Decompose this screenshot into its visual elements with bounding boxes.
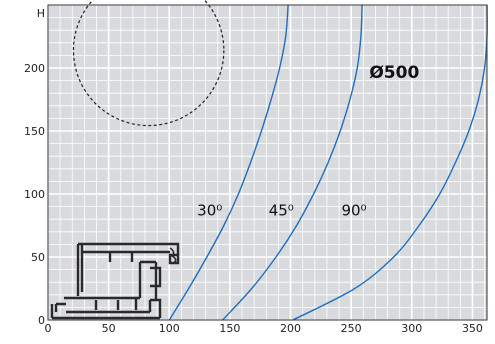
series-label-0: 30⁰ xyxy=(197,201,222,219)
x-tick-label: 350 xyxy=(462,322,483,335)
plot-area xyxy=(48,5,487,320)
x-tick-label: 150 xyxy=(219,322,240,335)
profile-lower-body xyxy=(50,296,162,320)
series-label-2: 90⁰ xyxy=(341,201,366,219)
grid-minor xyxy=(48,5,487,320)
profile-seal xyxy=(169,247,177,264)
y-tick-label: 100 xyxy=(24,188,45,201)
y-axis-label: H xyxy=(37,7,45,20)
series-label-1: 45⁰ xyxy=(269,201,294,219)
series-line-1 xyxy=(222,4,363,321)
x-tick-label: 100 xyxy=(159,322,180,335)
profile-drawing xyxy=(50,242,180,320)
x-tick-label: 200 xyxy=(280,322,301,335)
y-tick-label: 50 xyxy=(31,251,45,264)
series-line-2 xyxy=(292,4,488,321)
x-tick-label: 300 xyxy=(401,322,422,335)
y-tick-labels: 0 50 100 150 200 xyxy=(24,62,45,327)
reference-circle xyxy=(72,0,225,127)
y-tick-label: 150 xyxy=(24,125,45,138)
diameter-annotation: Ø500 xyxy=(369,63,419,83)
curves xyxy=(168,4,488,321)
series-line-0 xyxy=(168,4,289,321)
y-tick-label: 0 xyxy=(38,314,45,327)
x-tick-labels: 0 50 100 150 200 250 300 350 xyxy=(45,322,483,335)
plot-frame xyxy=(47,4,488,321)
x-tick-label: 250 xyxy=(341,322,362,335)
x-tick-label: 0 xyxy=(45,322,52,335)
curve-labels: 30⁰ 45⁰ 90⁰ xyxy=(197,201,366,219)
x-tick-label: 50 xyxy=(102,322,116,335)
y-tick-label: 200 xyxy=(24,62,45,75)
profile-upper-body xyxy=(76,242,180,310)
